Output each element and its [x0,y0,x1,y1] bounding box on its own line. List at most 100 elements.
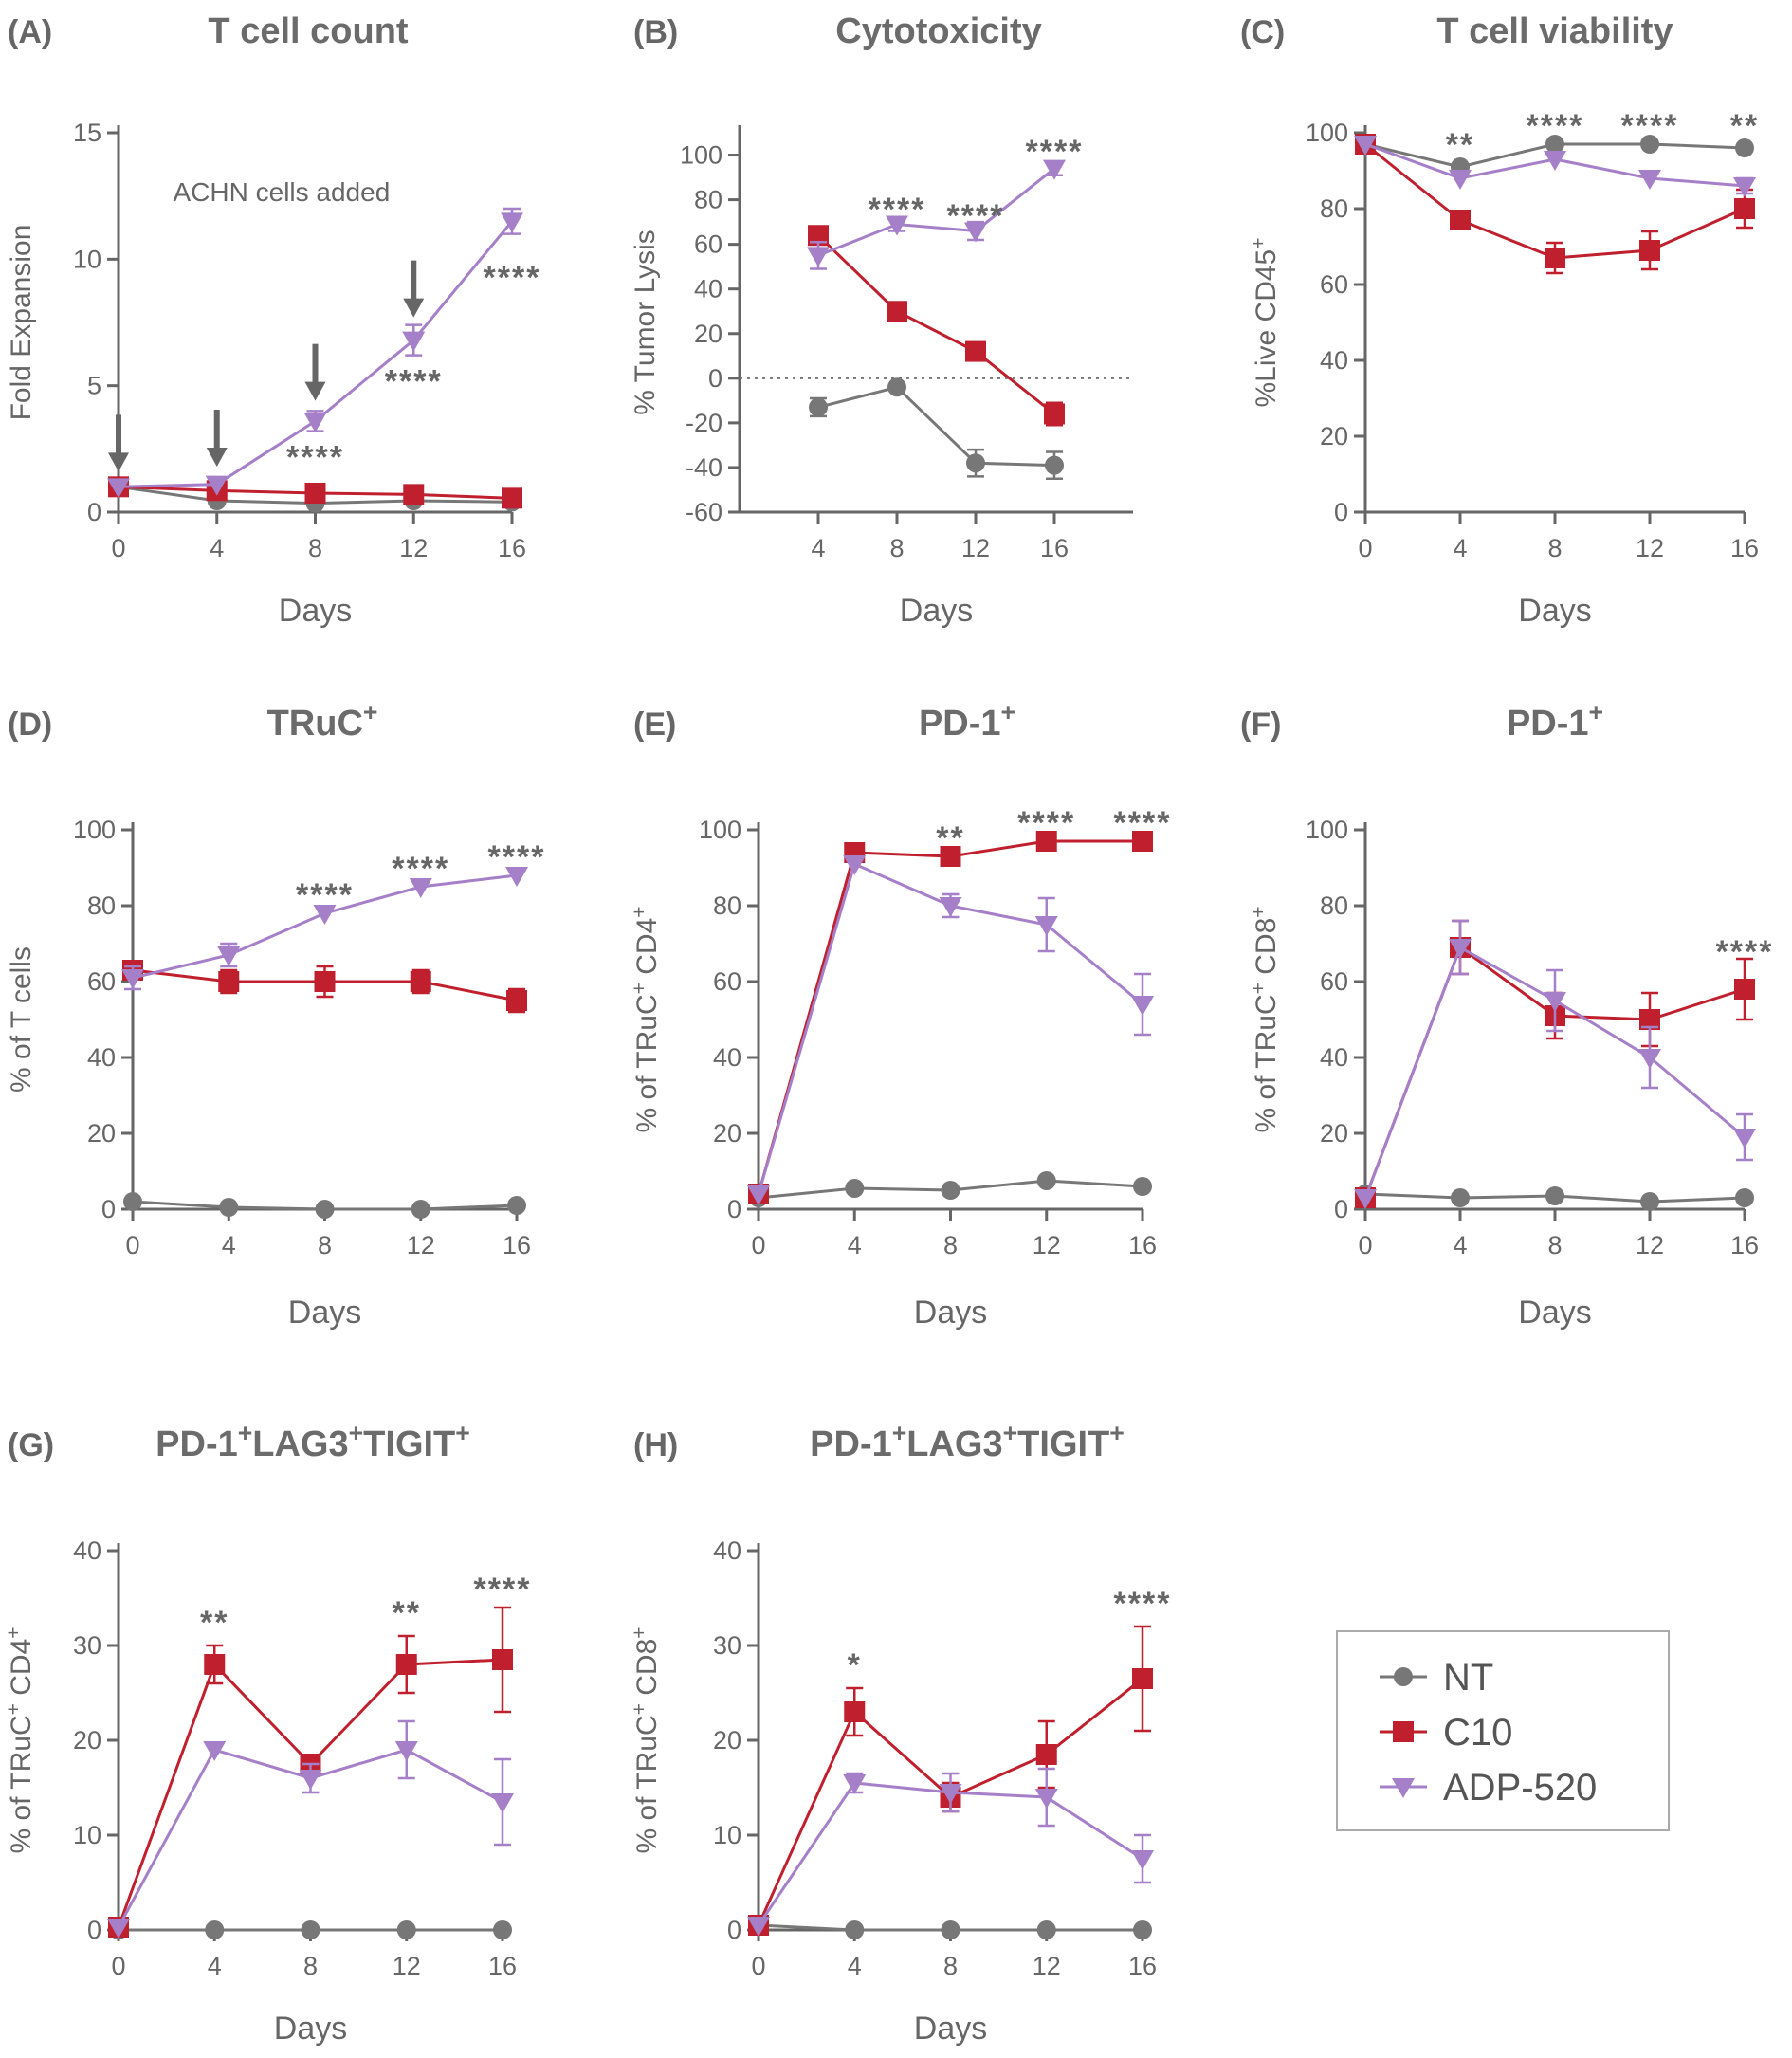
y-tick-label: 0 [101,1195,116,1223]
y-tick-label: 30 [713,1631,741,1660]
y-axis-label: % of TRuC+ CD4+ [3,1626,38,1853]
data-point [301,1920,320,1939]
significance-label: **** [1114,805,1172,841]
series-c10 [1355,134,1755,275]
panel-3: (D) TRuC+ 0 20 40 60 80 100 0 4 8 12 16 Days % of T ce… [6,698,543,1331]
arrow-head [206,448,228,467]
data-point [939,1784,962,1804]
x-tick-label: 12 [1636,534,1664,562]
series-nt [749,1916,1152,1939]
series-adp-520 [107,207,523,499]
x-tick-label: 12 [1636,1231,1664,1259]
data-point [1131,996,1154,1016]
panel-letter: (H) [633,1427,678,1463]
x-tick-label: 0 [751,1952,765,1980]
y-tick-label: 40 [1320,1043,1348,1072]
series-adp-520 [1354,136,1756,197]
x-tick-label: 16 [1730,534,1759,562]
panel-4: (E) PD-1+ 0 20 40 60 80 100 0 4 8 12 16 Days % of TRuC… [629,698,1172,1331]
data-point [887,301,907,322]
x-tick-label: 12 [961,534,990,562]
data-point [939,897,962,917]
x-tick-label: 16 [1730,1231,1759,1259]
y-tick-label: 20 [1320,1119,1348,1148]
x-tick-label: 0 [1358,1231,1372,1259]
data-point [303,413,327,432]
panel-title: PD-1+ [919,698,1015,744]
y-tick-label: 0 [87,498,101,526]
data-point [502,487,522,509]
y-tick-label: -60 [686,498,722,526]
y-tick-label: 0 [1334,1195,1348,1223]
data-point [304,483,326,504]
series-adp-520 [1354,919,1756,1209]
significance-label: **** [1114,1586,1172,1622]
y-tick-label: 40 [87,1043,116,1072]
data-point [1640,1192,1659,1211]
data-point [501,212,523,233]
data-point [1132,1668,1153,1689]
panel-title: PD-1+LAG3+TIGIT+ [155,1419,470,1464]
series-c10 [122,960,527,1014]
significance-label: ** [1730,108,1759,144]
series-nt [809,377,1064,480]
panel-title: Cytotoxicity [835,11,1041,51]
y-tick-label: 100 [73,816,116,844]
data-point [1735,1188,1754,1207]
data-point [1034,916,1058,936]
panel-letter: (E) [633,707,676,743]
x-axis-label: Days [1518,1295,1591,1331]
panel-2: (C) T cell viability 0 20 40 60 80 100 0 4 8 12 16 Da… [1240,11,1759,629]
legend: NT C10 ADP-520 [1336,1630,1670,1831]
data-point [107,478,130,499]
data-point [314,971,336,992]
panel-7: (H) PD-1+LAG3+TIGIT+ 0 10 20 30 40 0 4 8 12 16 Days%… [629,1419,1172,2047]
data-point [1449,170,1472,190]
data-point [941,1181,960,1200]
x-axis-label: Days [1518,593,1591,629]
y-tick-label: 60 [713,967,741,996]
data-point [1449,939,1472,959]
arrow-head [108,452,129,472]
legend-label: ADP-520 [1443,1767,1597,1809]
x-tick-label: 8 [318,1231,332,1259]
x-tick-label: 4 [848,1231,862,1259]
y-tick-label: 5 [87,372,101,400]
data-point [1036,1171,1056,1190]
significance-label: **** [484,260,541,296]
panel-letter: (F) [1240,707,1281,743]
data-point [409,878,432,898]
x-axis-label: Days [914,2011,987,2047]
data-point [218,971,240,992]
y-tick-label: 20 [1320,422,1348,450]
x-tick-label: 4 [811,534,825,562]
y-tick-label: 20 [713,1119,741,1148]
significance-label: **** [1026,134,1084,170]
data-point [402,331,426,352]
data-point [491,1793,514,1813]
data-point [845,1920,865,1939]
y-tick-label: 10 [713,1821,741,1849]
data-point [941,1920,960,1939]
y-axis-label: Fold Expansion [6,225,37,421]
data-point [403,484,425,505]
significance-label: **** [286,439,344,475]
panel-title: T cell count [208,11,408,51]
x-tick-label: 0 [111,1952,125,1980]
y-tick-label: 100 [699,816,741,844]
y-tick-label: 80 [1320,891,1348,920]
y-tick-label: 80 [1320,194,1348,223]
series-adp-520 [747,855,1154,1205]
y-tick-label: -40 [686,453,722,482]
data-point [410,971,431,992]
data-point [1036,1920,1056,1939]
x-tick-label: 0 [1358,534,1372,562]
x-tick-label: 12 [1033,1952,1061,1980]
y-tick-label: 60 [694,230,722,259]
data-point [394,1741,418,1761]
x-tick-label: 16 [503,1231,531,1259]
data-point [964,222,987,243]
x-axis-label: Days [900,593,973,629]
significance-label: **** [1716,934,1774,970]
x-tick-label: 4 [222,1231,236,1259]
